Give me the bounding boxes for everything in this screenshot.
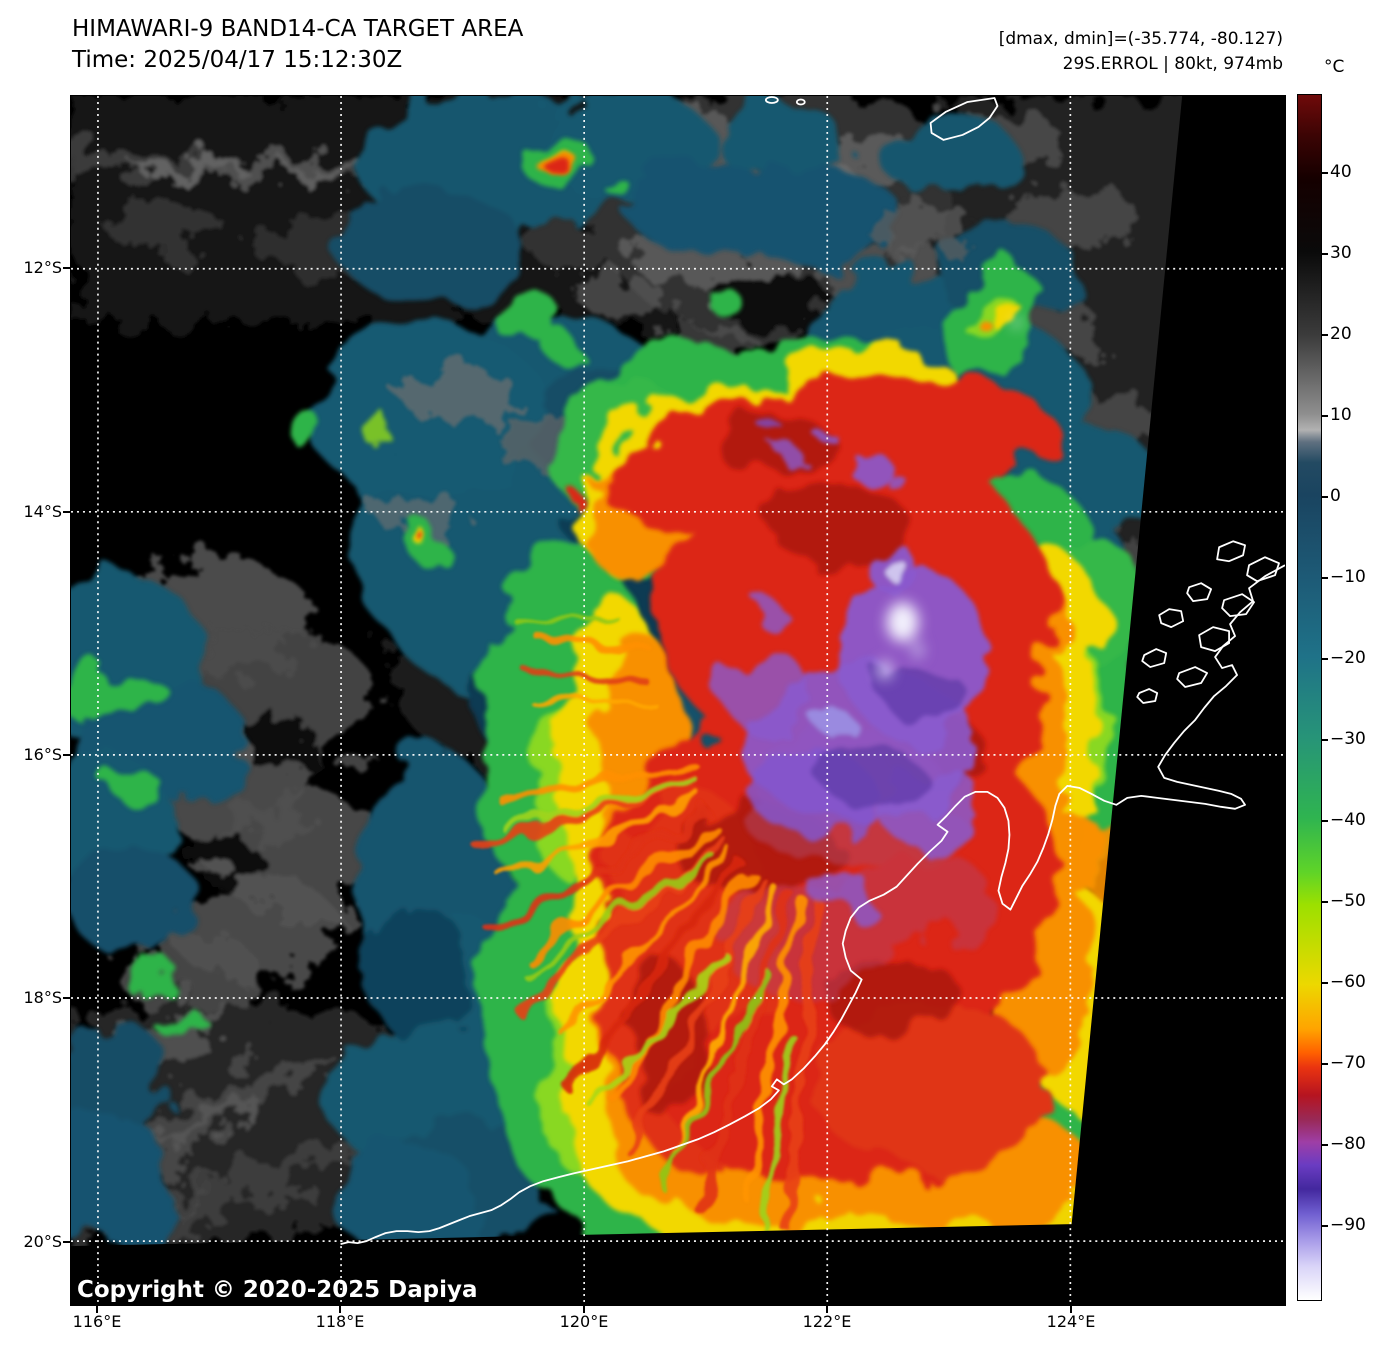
lon-tick-122e: 122°E xyxy=(802,1312,852,1331)
lat-tick-18s: 18°S xyxy=(23,988,62,1007)
cb-tick-10: 10 xyxy=(1330,405,1352,425)
lon-tick-118e: 118°E xyxy=(315,1312,365,1331)
cb-tick-40: 40 xyxy=(1330,162,1352,182)
lon-tick-124e: 124°E xyxy=(1046,1312,1096,1331)
scan-area: Copyright © 2020-2025 Dapiya xyxy=(71,96,1285,1305)
cb-tick-m10: −10 xyxy=(1330,567,1366,587)
cb-tick-0: 0 xyxy=(1330,486,1341,506)
annotation-block: [dmax, dmin]=(-35.774, -80.127) 29S.ERRO… xyxy=(999,27,1283,77)
scan-edge-bottom xyxy=(71,1224,1285,1305)
lat-tick-14s: 14°S xyxy=(23,502,62,521)
cb-tick-m20: −20 xyxy=(1330,648,1366,668)
cb-tick-m30: −30 xyxy=(1330,729,1366,749)
colorbar-unit-label: °C xyxy=(1324,57,1345,77)
cb-tick-m80: −80 xyxy=(1330,1134,1366,1154)
spiral-band-streaks xyxy=(469,614,819,1235)
satellite-image: Copyright © 2020-2025 Dapiya xyxy=(71,96,1285,1305)
cb-tick-m50: −50 xyxy=(1330,891,1366,911)
lon-tick-116e: 116°E xyxy=(72,1312,122,1331)
copyright-text: Copyright © 2020-2025 Dapiya xyxy=(77,1277,477,1303)
lat-tick-12s: 12°S xyxy=(23,258,62,277)
figure-title: HIMAWARI-9 BAND14-CA TARGET AREA xyxy=(72,16,524,42)
cb-tick-m40: −40 xyxy=(1330,810,1366,830)
temperature-colorbar xyxy=(1297,94,1322,1301)
lon-tick-120e: 120°E xyxy=(559,1312,609,1331)
scan-edge-right xyxy=(1071,96,1285,1305)
graticule xyxy=(71,96,1285,1305)
dmax-dmin-annotation: [dmax, dmin]=(-35.774, -80.127) xyxy=(998,29,1283,49)
cb-tick-m60: −60 xyxy=(1330,972,1366,992)
lat-tick-16s: 16°S xyxy=(23,745,62,764)
figure-timestamp: Time: 2025/04/17 15:12:30Z xyxy=(72,47,403,73)
cb-tick-m70: −70 xyxy=(1330,1053,1366,1073)
storm-info-annotation: 29S.ERROL | 80kt, 974mb xyxy=(1062,54,1283,74)
satellite-map: Copyright © 2020-2025 Dapiya xyxy=(70,95,1286,1306)
title-block: HIMAWARI-9 BAND14-CA TARGET AREA Time: 2… xyxy=(72,14,523,76)
coastline xyxy=(340,96,1285,1245)
cb-tick-20: 20 xyxy=(1330,324,1352,344)
lat-tick-20s: 20°S xyxy=(23,1232,62,1251)
cb-tick-30: 30 xyxy=(1330,243,1352,263)
cb-tick-m90: −90 xyxy=(1330,1215,1366,1235)
coldest-white-spots xyxy=(877,318,1021,680)
